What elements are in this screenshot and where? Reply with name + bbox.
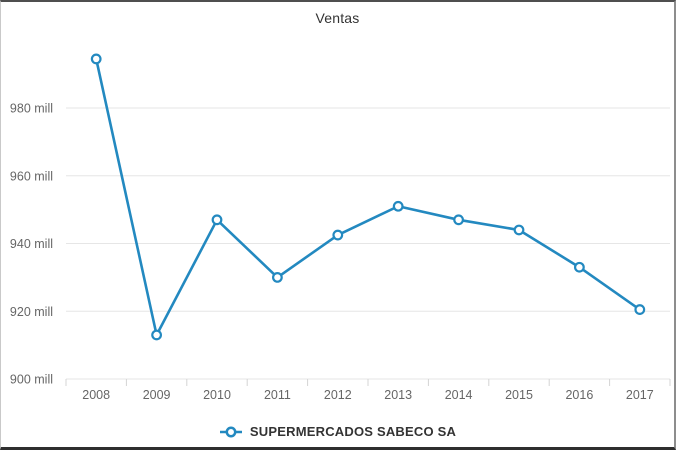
legend-label: SUPERMERCADOS SABECO SA bbox=[249, 424, 457, 439]
x-axis-tick-label: 2017 bbox=[626, 388, 654, 402]
data-point-marker[interactable] bbox=[634, 304, 646, 315]
x-axis-tick-label: 2010 bbox=[203, 388, 231, 402]
data-point-marker[interactable] bbox=[272, 271, 283, 283]
chart-title: Ventas bbox=[315, 10, 360, 26]
data-point-marker[interactable] bbox=[513, 224, 525, 236]
data-point-marker[interactable] bbox=[151, 329, 163, 341]
y-axis-tick-label: 920 mill bbox=[10, 305, 53, 319]
data-point-marker[interactable] bbox=[211, 214, 223, 226]
y-axis-tick-label: 900 mill bbox=[10, 373, 53, 387]
x-axis-tick-label: 2015 bbox=[505, 388, 533, 402]
y-axis-tick-label: 960 mill bbox=[10, 169, 53, 183]
x-axis-tick-label: 2009 bbox=[143, 388, 171, 402]
x-axis-tick-label: 2011 bbox=[264, 388, 291, 402]
y-axis-tick-label: 980 mill bbox=[10, 102, 53, 116]
series-line bbox=[94, 57, 642, 337]
x-axis-tick-label: 2008 bbox=[82, 388, 110, 402]
x-axis-tick-label: 2016 bbox=[565, 388, 593, 402]
data-point-marker[interactable] bbox=[574, 261, 585, 273]
data-point-marker[interactable] bbox=[453, 214, 465, 226]
data-point-marker[interactable] bbox=[332, 229, 344, 241]
y-axis-tick-label: 940 mill bbox=[10, 237, 53, 251]
line-marker-icon bbox=[219, 426, 242, 437]
data-point-marker[interactable] bbox=[90, 53, 102, 65]
x-axis-tick-label: 2013 bbox=[384, 388, 412, 402]
x-axis-tick-label: 2012 bbox=[324, 388, 352, 402]
x-axis-tick-label: 2014 bbox=[445, 388, 473, 402]
data-point-marker[interactable] bbox=[392, 200, 404, 212]
legend-item[interactable]: SUPERMERCADOS SABECO SA bbox=[1, 424, 674, 439]
